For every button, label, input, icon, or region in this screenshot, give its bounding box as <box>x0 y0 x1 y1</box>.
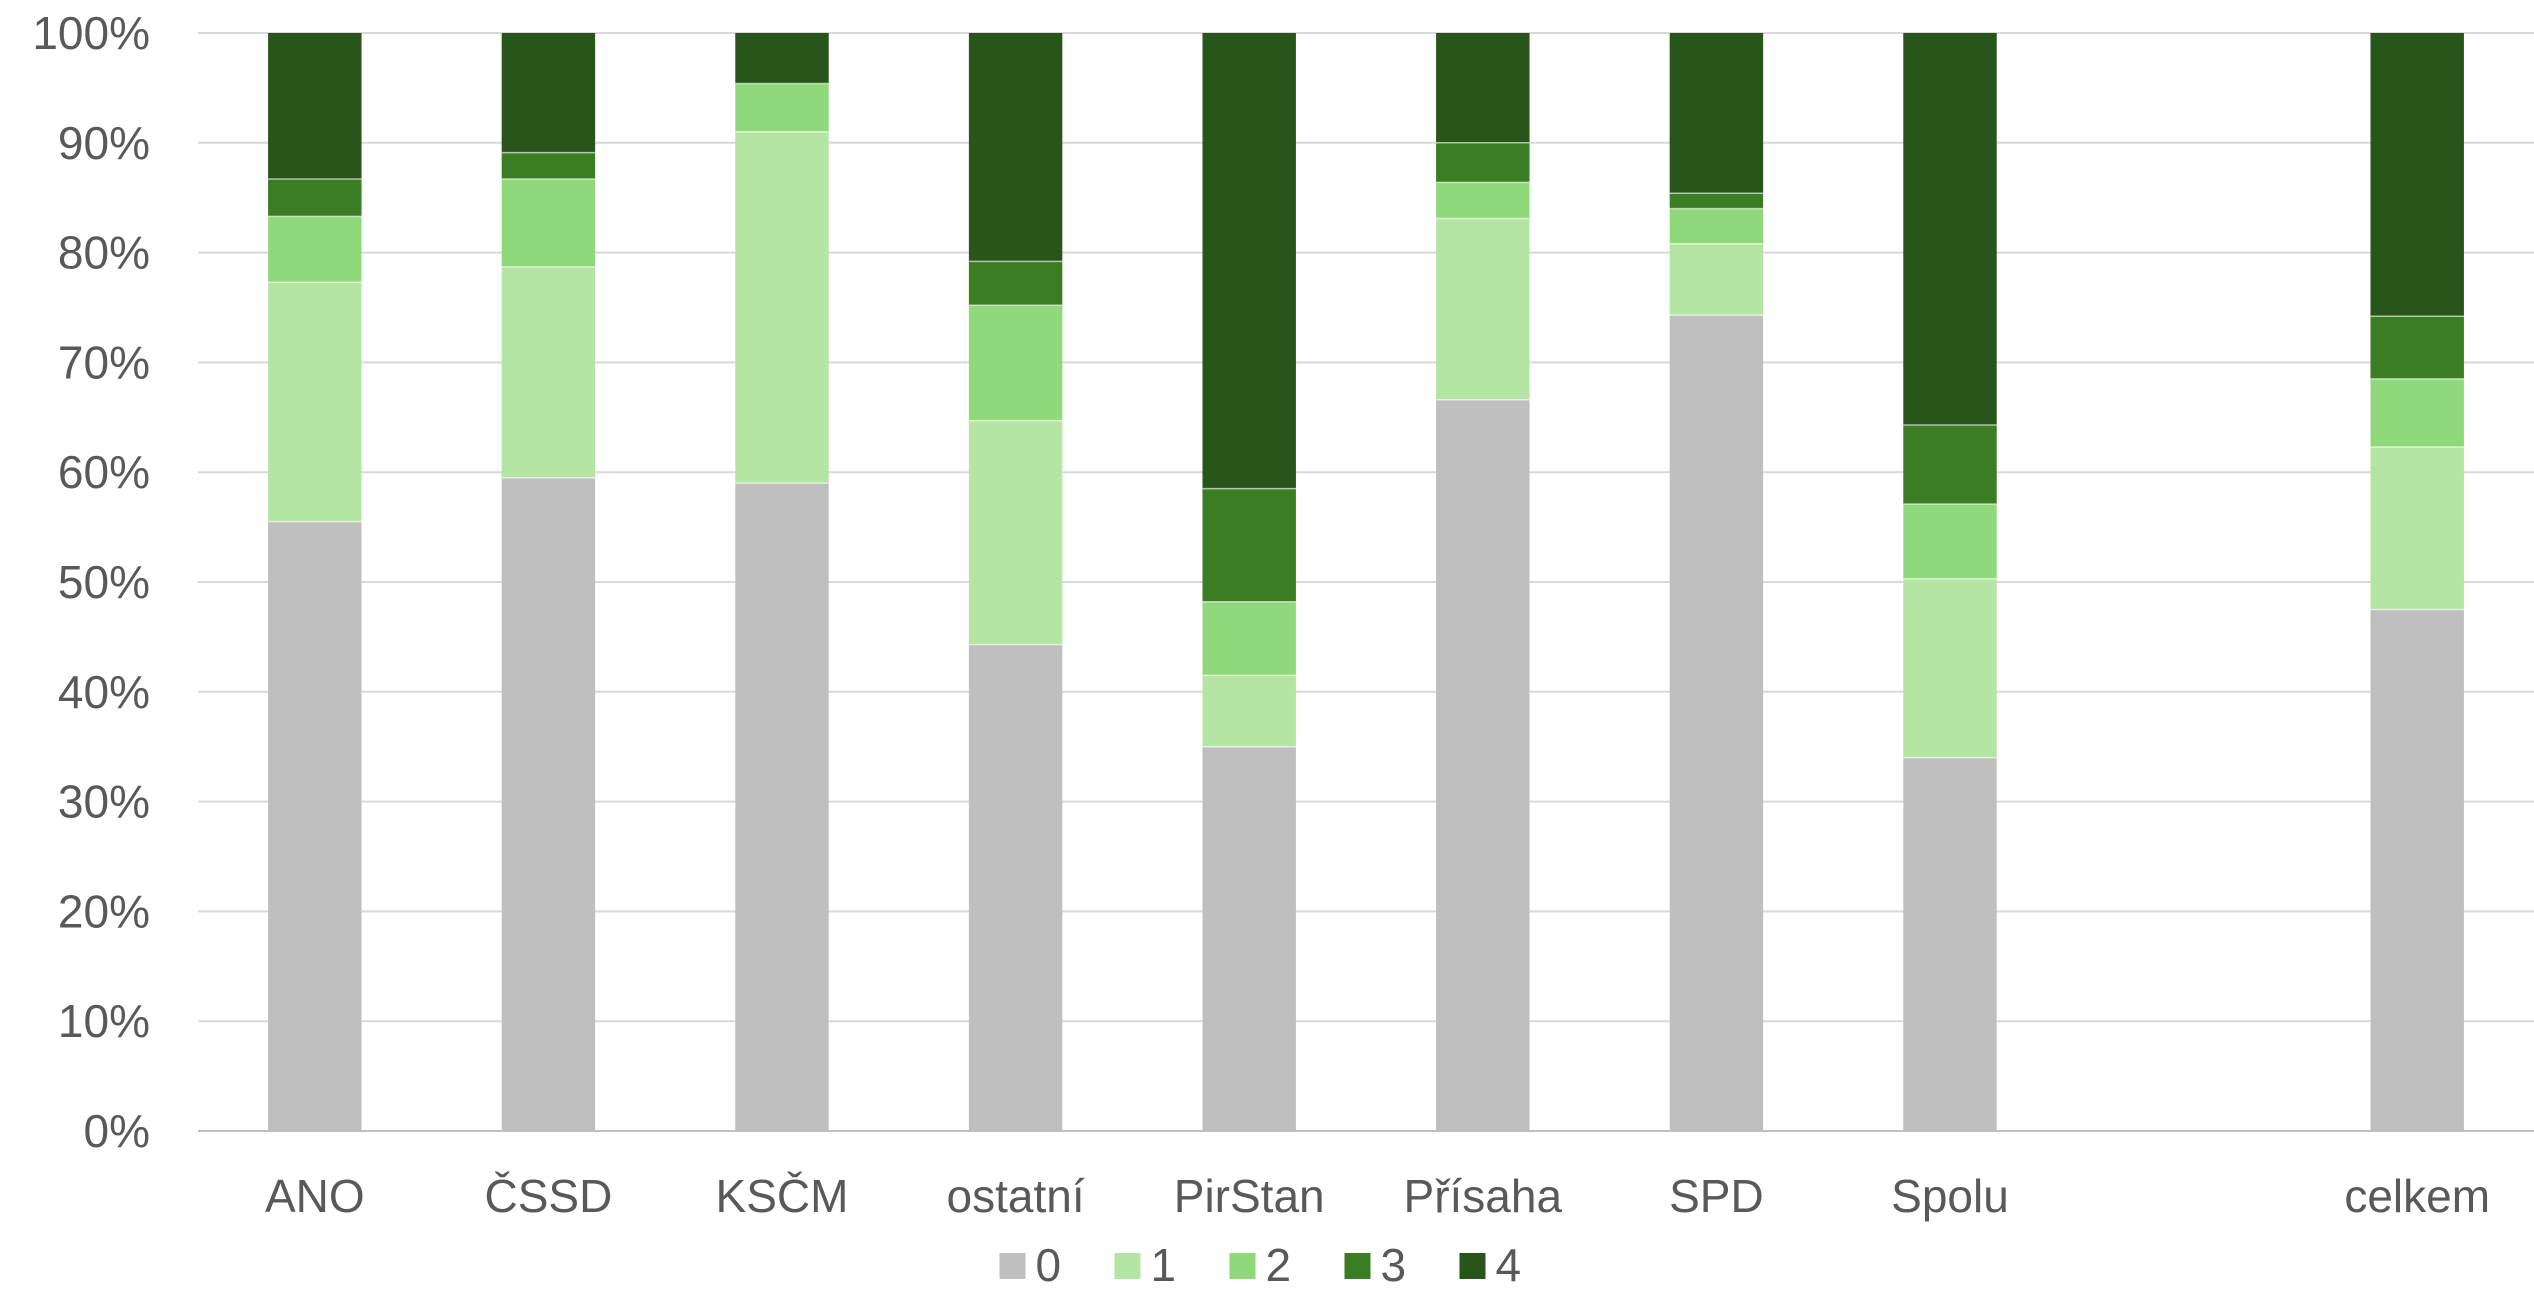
bar-segment-3 <box>501 152 596 180</box>
bar-segment-3 <box>1436 142 1530 183</box>
bar-segment-4 <box>2370 33 2464 317</box>
bar-segment-4 <box>1436 33 1530 143</box>
legend-swatch <box>1459 1253 1486 1279</box>
x-tick-label: ostatní <box>947 1170 1085 1222</box>
y-tick-label: 90% <box>58 117 150 169</box>
bar-segment-2 <box>1436 182 1530 219</box>
legend-swatch <box>999 1253 1026 1279</box>
bar-segment-4 <box>735 33 829 84</box>
bar-segment-0 <box>501 477 596 1131</box>
bar-segment-1 <box>968 420 1063 645</box>
y-tick-label: 30% <box>58 776 150 828</box>
bar-segment-3 <box>268 179 362 217</box>
legend-swatch <box>1229 1253 1256 1279</box>
y-tick-label: 20% <box>58 885 150 937</box>
y-tick-label: 60% <box>58 446 150 498</box>
y-tick-label: 10% <box>58 995 150 1047</box>
x-tick-label: KSČM <box>716 1170 849 1222</box>
legend-swatch <box>1114 1253 1141 1279</box>
bar-segment-4 <box>1903 33 1997 425</box>
bar-segment-2 <box>735 83 829 132</box>
x-tick-label: Přísaha <box>1404 1170 1563 1222</box>
legend-label: 1 <box>1151 1239 1177 1291</box>
bar-segment-1 <box>2370 446 2464 610</box>
bar-segment-4 <box>1669 33 1764 194</box>
x-tick-label: PirStan <box>1174 1170 1325 1222</box>
legend-label: 2 <box>1266 1239 1292 1291</box>
y-axis: 0% 10% 20% 30% 40% 50% 60% 70% 80% 90% 100% <box>32 7 150 1157</box>
bar-segment-0 <box>1436 399 1530 1131</box>
bar-segment-1 <box>501 266 596 478</box>
legend-label: 0 <box>1036 1239 1062 1291</box>
bar-segment-4 <box>1202 33 1296 489</box>
x-axis: ANO ČSSD KSČM ostatní PirStan Přísaha SPD Spolu… <box>265 1170 2490 1222</box>
bar-segment-2 <box>968 305 1063 421</box>
bar-segment-2 <box>1202 601 1296 676</box>
y-tick-label: 40% <box>58 666 150 718</box>
legend-label: 3 <box>1381 1239 1407 1291</box>
y-tick-label: 0% <box>84 1105 150 1157</box>
bar-segment-0 <box>2370 609 2464 1131</box>
bar-segment-0 <box>968 644 1063 1131</box>
bar-segment-4 <box>968 33 1063 262</box>
bar-segment-3 <box>1202 488 1296 602</box>
y-tick-label: 80% <box>58 227 150 279</box>
bar-segment-2 <box>1669 208 1764 244</box>
bar-segment-0 <box>1669 315 1764 1131</box>
bar-segment-0 <box>1903 757 1997 1131</box>
x-tick-label: ČSSD <box>484 1170 612 1222</box>
bar-segment-1 <box>268 282 362 522</box>
x-tick-label: SPD <box>1669 1170 1764 1222</box>
bars <box>268 33 2464 1131</box>
legend: 0 1 2 3 4 <box>999 1239 1522 1291</box>
bar-segment-4 <box>268 33 362 180</box>
y-tick-label: 70% <box>58 336 150 388</box>
bar-segment-2 <box>268 216 362 283</box>
bar-segment-3 <box>2370 316 2464 379</box>
bar-segment-3 <box>968 261 1063 306</box>
x-tick-label: celkem <box>2344 1170 2490 1222</box>
bar-segment-4 <box>501 33 596 153</box>
bar-segment-0 <box>268 521 362 1131</box>
bar-segment-0 <box>1202 746 1296 1131</box>
legend-swatch <box>1344 1253 1371 1279</box>
bar-segment-1 <box>1436 218 1530 400</box>
bar-segment-2 <box>501 179 596 267</box>
bar-segment-0 <box>735 483 829 1131</box>
bar-segment-1 <box>1202 675 1296 747</box>
y-tick-label: 100% <box>32 7 150 59</box>
x-tick-label: ANO <box>265 1170 365 1222</box>
bar-segment-2 <box>2370 378 2464 447</box>
bar-segment-1 <box>735 131 829 484</box>
bar-segment-3 <box>1903 424 1997 505</box>
bar-segment-3 <box>1669 193 1764 209</box>
x-tick-label: Spolu <box>1891 1170 2009 1222</box>
y-tick-label: 50% <box>58 556 150 608</box>
bar-segment-2 <box>1903 504 1997 579</box>
legend-label: 4 <box>1496 1239 1522 1291</box>
bar-segment-1 <box>1903 578 1997 758</box>
bar-segment-1 <box>1669 243 1764 316</box>
